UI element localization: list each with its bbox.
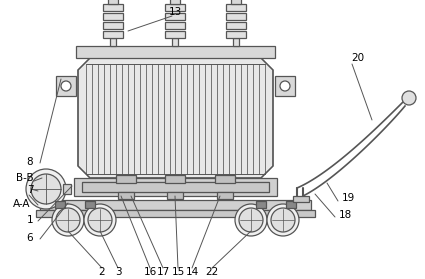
- Text: 13: 13: [168, 7, 181, 17]
- Bar: [85, 201, 95, 208]
- Bar: [103, 31, 123, 38]
- Bar: [55, 201, 65, 208]
- Circle shape: [31, 174, 61, 204]
- Bar: [165, 13, 185, 20]
- Text: 16: 16: [143, 267, 157, 277]
- Bar: [165, 4, 185, 11]
- Circle shape: [235, 204, 267, 236]
- Text: 18: 18: [338, 210, 351, 220]
- Bar: [226, 4, 246, 11]
- Bar: [103, 13, 123, 20]
- Bar: [36, 210, 315, 217]
- Bar: [275, 76, 295, 96]
- Text: 19: 19: [341, 193, 354, 203]
- Text: 20: 20: [351, 53, 365, 63]
- Text: B-B: B-B: [16, 173, 34, 183]
- Circle shape: [61, 81, 71, 91]
- Bar: [170, 0, 180, 4]
- Circle shape: [56, 208, 80, 232]
- Bar: [172, 38, 178, 46]
- Circle shape: [26, 169, 66, 209]
- Polygon shape: [78, 58, 273, 178]
- Bar: [217, 192, 233, 199]
- Bar: [165, 22, 185, 29]
- Bar: [231, 0, 241, 4]
- Text: 22: 22: [205, 267, 218, 277]
- Text: 6: 6: [27, 233, 33, 243]
- Bar: [215, 175, 235, 183]
- Bar: [165, 175, 185, 183]
- Bar: [256, 201, 266, 208]
- Circle shape: [267, 204, 299, 236]
- Bar: [226, 13, 246, 20]
- Circle shape: [402, 91, 416, 105]
- Circle shape: [84, 204, 116, 236]
- Bar: [74, 178, 277, 196]
- Text: 17: 17: [156, 267, 170, 277]
- Bar: [286, 201, 296, 208]
- Bar: [167, 192, 183, 199]
- Bar: [226, 22, 246, 29]
- Circle shape: [280, 81, 290, 91]
- Text: 2: 2: [99, 267, 105, 277]
- Text: 3: 3: [115, 267, 121, 277]
- Bar: [293, 196, 309, 202]
- Bar: [233, 38, 239, 46]
- Bar: [165, 31, 185, 38]
- Text: 7: 7: [27, 185, 33, 195]
- Circle shape: [239, 208, 263, 232]
- Bar: [110, 38, 116, 46]
- Circle shape: [271, 208, 295, 232]
- Bar: [40, 200, 311, 210]
- Bar: [103, 4, 123, 11]
- Text: 14: 14: [185, 267, 198, 277]
- Bar: [56, 76, 76, 96]
- Text: 1: 1: [27, 215, 33, 225]
- Bar: [108, 0, 118, 4]
- Bar: [76, 46, 275, 58]
- Circle shape: [52, 204, 84, 236]
- Bar: [103, 22, 123, 29]
- Bar: [63, 184, 71, 194]
- Text: 15: 15: [171, 267, 184, 277]
- Text: 8: 8: [27, 157, 33, 167]
- Circle shape: [88, 208, 112, 232]
- Bar: [226, 31, 246, 38]
- Bar: [82, 182, 269, 192]
- Bar: [116, 175, 136, 183]
- Bar: [118, 192, 134, 199]
- Text: A-A: A-A: [13, 199, 31, 209]
